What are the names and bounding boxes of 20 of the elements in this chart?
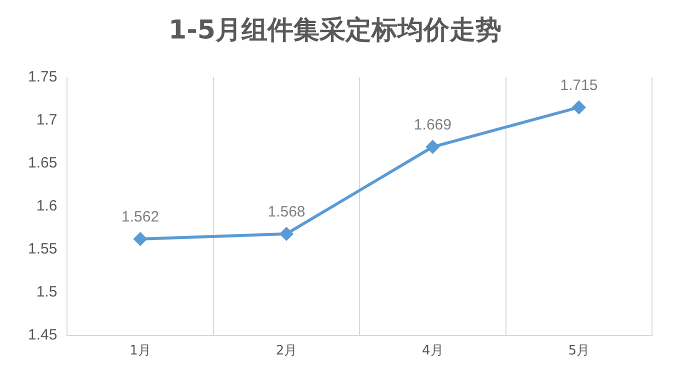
y-tick-label: 1.45 [28, 326, 58, 344]
x-tick-label: 4月 [422, 344, 444, 359]
chart-title: 1-5月组件集采定标均价走势 [168, 15, 502, 46]
data-label: 1.562 [122, 208, 160, 226]
x-tick-label: 2月 [276, 344, 298, 359]
data-label: 1.715 [560, 76, 598, 94]
point [134, 232, 147, 246]
y-tick-label: 1.55 [28, 240, 58, 258]
y-tick-label: 1.6 [36, 197, 58, 214]
x-tick-label: 5月 [568, 344, 590, 359]
y-tick-label: 1.5 [36, 284, 58, 301]
data-label: 1.669 [414, 116, 452, 134]
y-tick-label: 1.65 [28, 154, 58, 172]
point [426, 140, 440, 154]
y-tick-label: 1.7 [36, 111, 58, 128]
x-tick-label: 1月 [130, 344, 151, 359]
data-label: 1.568 [268, 203, 306, 220]
point [572, 100, 586, 114]
y-tick-label: 1.75 [28, 68, 58, 86]
point [280, 227, 293, 240]
